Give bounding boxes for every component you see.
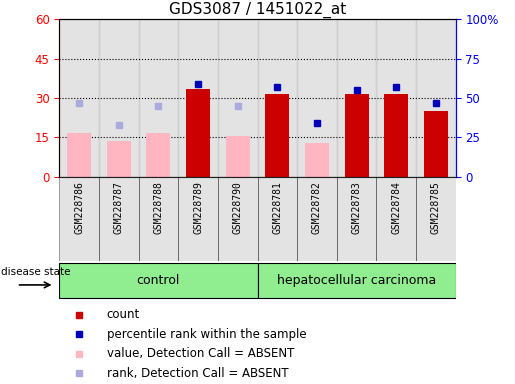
Text: GSM228781: GSM228781 xyxy=(272,181,282,234)
Text: GSM228789: GSM228789 xyxy=(193,181,203,234)
Text: GSM228786: GSM228786 xyxy=(74,181,84,234)
Bar xyxy=(107,141,131,177)
Bar xyxy=(337,177,376,261)
Bar xyxy=(186,89,210,177)
Bar xyxy=(297,177,337,261)
Bar xyxy=(376,177,416,261)
Bar xyxy=(59,177,99,261)
Text: count: count xyxy=(107,308,140,321)
Bar xyxy=(345,94,369,177)
Text: GSM228784: GSM228784 xyxy=(391,181,401,234)
Bar xyxy=(59,19,99,177)
Bar xyxy=(297,19,337,177)
Title: GDS3087 / 1451022_at: GDS3087 / 1451022_at xyxy=(169,2,346,18)
Bar xyxy=(258,177,297,261)
Bar xyxy=(384,94,408,177)
Bar xyxy=(416,19,456,177)
Bar xyxy=(218,177,258,261)
Bar xyxy=(139,177,178,261)
Bar xyxy=(305,142,329,177)
Bar xyxy=(226,136,250,177)
Text: GSM228790: GSM228790 xyxy=(233,181,243,234)
Text: value, Detection Call = ABSENT: value, Detection Call = ABSENT xyxy=(107,347,294,360)
Text: GSM228782: GSM228782 xyxy=(312,181,322,234)
Bar xyxy=(424,111,448,177)
Bar xyxy=(337,19,376,177)
Text: disease state: disease state xyxy=(1,267,71,277)
Bar xyxy=(376,19,416,177)
Text: GSM228788: GSM228788 xyxy=(153,181,163,234)
Bar xyxy=(67,133,91,177)
Text: control: control xyxy=(136,274,180,287)
Text: percentile rank within the sample: percentile rank within the sample xyxy=(107,328,306,341)
Bar xyxy=(258,263,456,298)
Text: rank, Detection Call = ABSENT: rank, Detection Call = ABSENT xyxy=(107,366,288,379)
Text: GSM228787: GSM228787 xyxy=(114,181,124,234)
Bar xyxy=(139,19,178,177)
Bar xyxy=(265,94,289,177)
Bar xyxy=(146,133,170,177)
Bar xyxy=(99,19,139,177)
Bar xyxy=(258,19,297,177)
Text: GSM228783: GSM228783 xyxy=(352,181,362,234)
Text: GSM228785: GSM228785 xyxy=(431,181,441,234)
Bar xyxy=(416,177,456,261)
Bar xyxy=(218,19,258,177)
Bar xyxy=(99,177,139,261)
Bar xyxy=(178,19,218,177)
Text: hepatocellular carcinoma: hepatocellular carcinoma xyxy=(277,274,436,287)
Bar xyxy=(59,263,258,298)
Bar xyxy=(178,177,218,261)
